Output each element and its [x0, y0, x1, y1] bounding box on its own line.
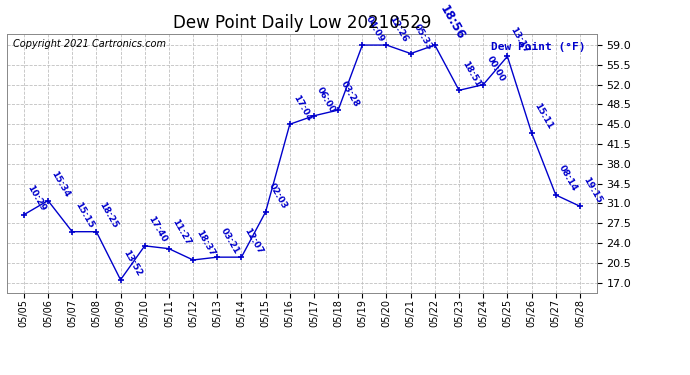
Text: 17:40: 17:40	[146, 215, 168, 244]
Title: Dew Point Daily Low 20210529: Dew Point Daily Low 20210529	[172, 14, 431, 32]
Text: 15:34: 15:34	[49, 170, 71, 199]
Text: 02:03: 02:03	[267, 181, 289, 210]
Text: Dew Point (°F): Dew Point (°F)	[491, 42, 585, 51]
Text: 08:14: 08:14	[557, 164, 579, 193]
Text: 18:37: 18:37	[195, 229, 217, 258]
Text: 15:11: 15:11	[533, 102, 555, 131]
Text: 10:29: 10:29	[25, 184, 47, 213]
Text: 11:27: 11:27	[170, 217, 193, 247]
Text: 00:00: 00:00	[484, 54, 506, 83]
Text: 03:28: 03:28	[339, 79, 362, 108]
Text: 17:04: 17:04	[291, 93, 313, 123]
Text: 18:51: 18:51	[460, 59, 482, 88]
Text: 18:56: 18:56	[437, 3, 467, 42]
Text: 12:26: 12:26	[388, 14, 410, 44]
Text: 12:07: 12:07	[243, 226, 265, 255]
Text: 03:21: 03:21	[219, 226, 241, 255]
Text: Copyright 2021 Cartronics.com: Copyright 2021 Cartronics.com	[13, 39, 166, 49]
Text: 19:15: 19:15	[581, 175, 603, 204]
Text: 04:09: 04:09	[364, 14, 386, 44]
Text: 06:00: 06:00	[315, 85, 337, 114]
Text: 18:25: 18:25	[97, 201, 119, 230]
Text: 13:52: 13:52	[121, 249, 144, 278]
Text: 05:33: 05:33	[412, 22, 434, 52]
Text: 13:17: 13:17	[509, 25, 531, 55]
Text: 15:15: 15:15	[73, 201, 95, 230]
